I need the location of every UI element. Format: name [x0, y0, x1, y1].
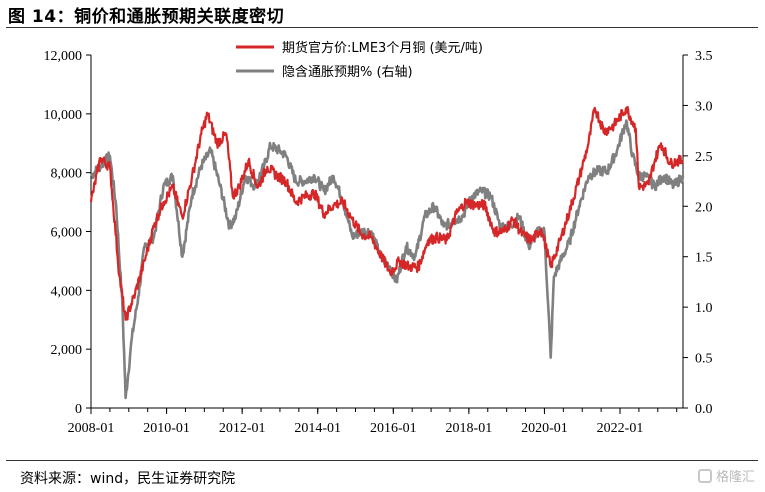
y-right-tick-label: 3.5 — [695, 49, 713, 64]
y-right-tick-label: 0.5 — [695, 352, 713, 367]
x-tick-label: 2016-01 — [370, 421, 417, 436]
y-left-tick-label: 2,000 — [51, 343, 83, 358]
y-left-tick-label: 0 — [75, 402, 82, 417]
y-right-tick-label: 3.0 — [695, 99, 713, 114]
y-left-tick-label: 12,000 — [44, 49, 83, 64]
watermark-logo-icon — [697, 468, 712, 483]
y-left-tick-label: 10,000 — [44, 108, 83, 123]
y-left-tick-label: 6,000 — [51, 226, 83, 241]
series-line-copper — [89, 105, 684, 321]
watermark-text: 格隆汇 — [715, 470, 755, 485]
y-right-tick-label: 2.0 — [695, 200, 713, 215]
y-right-tick-label: 1.0 — [695, 301, 713, 316]
x-tick-label: 2018-01 — [446, 421, 493, 436]
series-line-inflation — [90, 119, 685, 400]
chart: 0 2,000 4,000 6,000 8,000 10,000 12,000 0.0 0.5 1… — [44, 40, 713, 436]
x-tick-label: 2022-01 — [597, 421, 644, 436]
x-tick-label: 2012-01 — [219, 421, 266, 436]
legend-label-copper: 期货官方价:LME3个月铜 (美元/吨) — [282, 40, 483, 56]
y-left-tick-label: 4,000 — [51, 284, 83, 299]
y-right-tick-label: 0.0 — [695, 402, 713, 417]
bottom-rule — [6, 460, 758, 461]
x-tick-label: 2008-01 — [68, 421, 115, 436]
x-tick-label: 2010-01 — [143, 421, 190, 436]
top-rule — [6, 27, 758, 28]
y-left-tick-label: 8,000 — [51, 167, 83, 182]
figure-title: 图 14：铜价和通胀预期关联度密切 — [8, 7, 285, 27]
legend-label-inflation: 隐含通胀预期% (右轴) — [282, 64, 413, 80]
x-tick-label: 2014-01 — [294, 421, 341, 436]
x-tick-label: 2020-01 — [521, 421, 568, 436]
watermark: 格隆汇 — [697, 466, 755, 485]
y-right-tick-label: 1.5 — [695, 251, 713, 266]
y-right-tick-label: 2.5 — [695, 150, 713, 165]
source-note: 资料来源：wind，民生证券研究院 — [20, 471, 236, 487]
